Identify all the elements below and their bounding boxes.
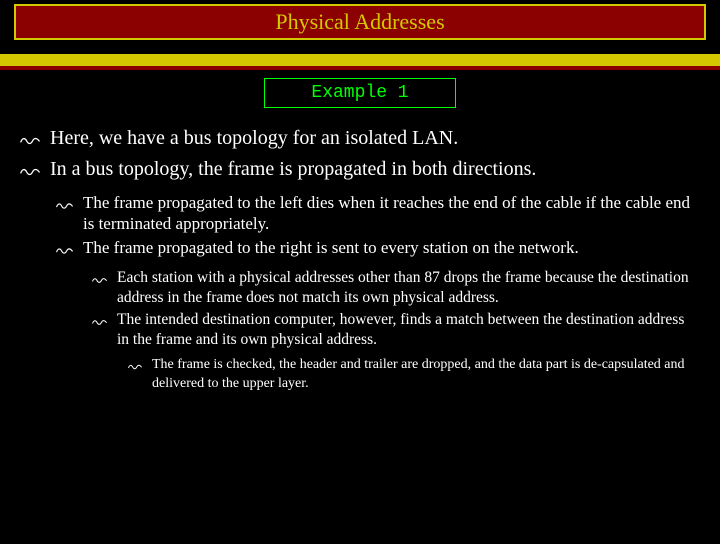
list-item: Here, we have a bus topology for an isol… <box>20 126 700 155</box>
scribble-icon <box>92 272 107 292</box>
slide-content: Here, we have a bus topology for an isol… <box>0 108 720 393</box>
list-item: In a bus topology, the frame is propagat… <box>20 157 700 186</box>
accent-bar-red <box>0 66 720 70</box>
page-title: Physical Addresses <box>275 9 444 35</box>
list-item: The frame is checked, the header and tra… <box>128 356 700 392</box>
scribble-icon <box>128 360 142 378</box>
list-item: The frame propagated to the left dies wh… <box>56 192 700 235</box>
accent-bar-yellow <box>0 54 720 66</box>
scribble-icon <box>56 196 73 217</box>
example-label: Example 1 <box>311 83 408 103</box>
bullet-text: In a bus topology, the frame is propagat… <box>50 157 536 182</box>
bullet-text: The intended destination computer, howev… <box>117 310 700 350</box>
scribble-icon <box>20 130 40 155</box>
bullet-text: The frame propagated to the left dies wh… <box>83 192 700 235</box>
list-item: Each station with a physical addresses o… <box>92 268 700 308</box>
scribble-icon <box>92 314 107 334</box>
bullet-text: Here, we have a bus topology for an isol… <box>50 126 458 151</box>
list-item: The intended destination computer, howev… <box>92 310 700 350</box>
example-label-box: Example 1 <box>264 78 456 108</box>
scribble-icon <box>20 161 40 186</box>
bullet-text: The frame propagated to the right is sen… <box>83 237 579 258</box>
title-bar: Physical Addresses <box>14 4 706 40</box>
scribble-icon <box>56 241 73 262</box>
bullet-text: The frame is checked, the header and tra… <box>152 356 700 392</box>
bullet-text: Each station with a physical addresses o… <box>117 268 700 308</box>
list-item: The frame propagated to the right is sen… <box>56 237 700 262</box>
